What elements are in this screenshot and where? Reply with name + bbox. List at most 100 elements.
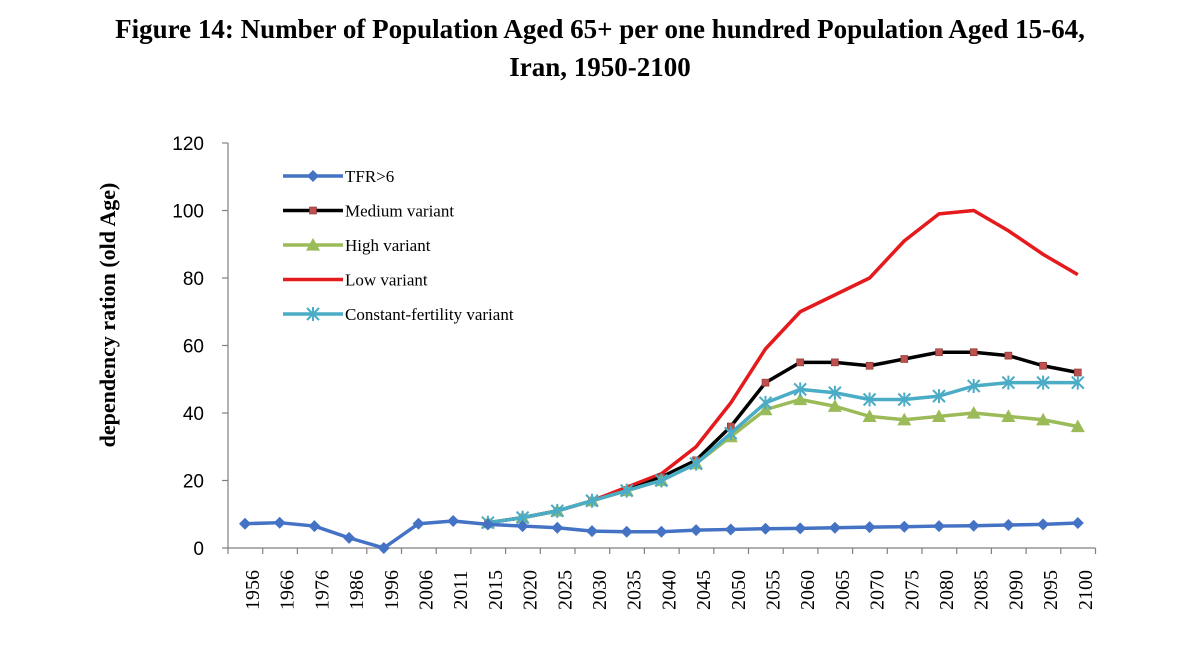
data-point-medium-variant xyxy=(796,358,805,367)
data-point-tfr-6 xyxy=(898,520,911,533)
x-tick-label: 2011 xyxy=(450,570,472,609)
data-point-tfr-6 xyxy=(343,531,356,544)
legend-item-low-variant: Low variant xyxy=(283,271,428,290)
y-tick-label: 40 xyxy=(183,404,204,425)
data-point-constant-fertility-variant xyxy=(654,473,669,488)
data-point-high-variant xyxy=(897,412,912,426)
data-point-medium-variant xyxy=(900,355,909,363)
data-point-tfr-6 xyxy=(724,523,737,536)
data-point-high-variant xyxy=(932,409,946,422)
legend-item-medium-variant: Medium variant xyxy=(283,202,454,221)
legend-label: Constant-fertility variant xyxy=(345,305,514,324)
data-point-constant-fertility-variant xyxy=(862,392,877,407)
x-tick-label: 1956 xyxy=(242,570,264,610)
data-point-constant-fertility-variant xyxy=(966,379,981,393)
x-tick-label: 2095 xyxy=(1040,570,1062,610)
y-tick-label: 0 xyxy=(193,539,204,560)
y-axis-label: dependency ration (old Age) xyxy=(95,183,120,448)
data-point-medium-variant xyxy=(969,348,978,357)
data-point-tfr-6 xyxy=(655,525,668,538)
data-point-medium-variant xyxy=(935,348,943,357)
x-tick-label: 1986 xyxy=(346,570,368,610)
data-point-tfr-6 xyxy=(620,525,633,538)
data-point-constant-fertility-variant xyxy=(1036,375,1050,390)
data-point-tfr-6 xyxy=(1002,519,1015,532)
chart-title: Figure 14: Number of Population Aged 65+… xyxy=(0,10,1200,86)
x-tick-label: 2040 xyxy=(658,570,680,610)
legend-label: TFR>6 xyxy=(345,167,394,186)
legend-label: High variant xyxy=(345,236,431,255)
data-point-tfr-6 xyxy=(1037,518,1050,531)
data-point-medium-variant xyxy=(1074,368,1082,377)
y-tick-label: 60 xyxy=(183,337,204,358)
data-point-high-variant xyxy=(1070,419,1085,433)
data-point-constant-fertility-variant xyxy=(1001,375,1016,390)
x-tick-label: 2065 xyxy=(832,570,854,610)
x-tick-label: 2080 xyxy=(936,570,958,610)
legend: TFR>6 Medium variant High variant Low varia… xyxy=(283,167,514,324)
data-point-tfr-6 xyxy=(551,521,564,534)
y-tick-label: 100 xyxy=(172,202,204,223)
series-constant-fertility-variant xyxy=(481,375,1085,530)
x-tick-label: 2090 xyxy=(1005,570,1027,610)
series-layer xyxy=(239,208,1085,554)
x-tick-label: 1996 xyxy=(381,570,403,610)
legend-swatch-marker xyxy=(309,206,317,215)
x-tick-label: 2060 xyxy=(797,570,819,610)
data-point-high-variant xyxy=(966,406,981,419)
x-tick-label: 2020 xyxy=(520,570,542,610)
data-point-tfr-6 xyxy=(828,521,841,534)
legend-label: Medium variant xyxy=(345,202,454,221)
x-tick-label: 2070 xyxy=(867,570,889,610)
data-point-tfr-6 xyxy=(967,519,980,532)
data-point-high-variant xyxy=(1001,409,1016,422)
data-point-tfr-6 xyxy=(586,525,598,538)
data-point-tfr-6 xyxy=(794,522,807,535)
data-point-tfr-6 xyxy=(308,520,321,533)
data-point-constant-fertility-variant xyxy=(1071,375,1085,390)
x-tick-label: 2075 xyxy=(901,570,923,610)
x-tick-label: 2085 xyxy=(971,570,993,610)
x-tick-label: 2045 xyxy=(693,570,715,610)
data-point-high-variant xyxy=(793,392,808,406)
legend-item-high-variant: High variant xyxy=(283,236,431,255)
data-point-constant-fertility-variant xyxy=(724,426,738,441)
x-tick-label: 2030 xyxy=(589,570,611,610)
x-tick-label: 2035 xyxy=(624,570,646,610)
y-tick-label: 120 xyxy=(172,134,204,155)
x-tick-label: 2050 xyxy=(728,570,750,610)
data-point-tfr-6 xyxy=(1071,517,1084,530)
data-point-constant-fertility-variant xyxy=(793,382,807,397)
data-point-tfr-6 xyxy=(447,515,460,527)
legend-label: Low variant xyxy=(345,271,428,290)
data-point-high-variant xyxy=(1036,412,1051,426)
data-point-medium-variant xyxy=(761,378,770,387)
legend-swatch-marker xyxy=(307,170,319,182)
x-tick-label: 2055 xyxy=(763,570,785,610)
data-point-medium-variant xyxy=(831,358,839,367)
data-point-medium-variant xyxy=(1004,351,1013,360)
data-point-constant-fertility-variant xyxy=(828,385,842,400)
data-point-constant-fertility-variant xyxy=(689,456,703,471)
data-point-constant-fertility-variant xyxy=(619,483,634,498)
data-point-tfr-6 xyxy=(239,517,251,530)
x-tick-label: 2100 xyxy=(1075,570,1097,610)
title-line-1: Figure 14: Number of Population Aged 65+… xyxy=(115,14,1085,44)
data-point-high-variant xyxy=(827,399,842,412)
series-tfr-6 xyxy=(239,515,1084,554)
legend-item-tfr-6: TFR>6 xyxy=(283,167,394,186)
legend-swatch-marker xyxy=(306,307,320,321)
series-line-constant-fertility-variant xyxy=(487,380,1078,525)
title-line-2: Iran, 1950-2100 xyxy=(509,52,691,82)
data-point-medium-variant xyxy=(1039,361,1047,370)
data-point-medium-variant xyxy=(865,361,874,370)
data-point-tfr-6 xyxy=(933,520,945,533)
x-tick-label: 2025 xyxy=(554,570,576,610)
y-tick-label: 20 xyxy=(183,472,204,493)
x-tick-label: 1966 xyxy=(277,570,299,610)
legend-item-constant-fertility-variant: Constant-fertility variant xyxy=(283,305,514,324)
data-point-tfr-6 xyxy=(481,518,494,531)
data-point-tfr-6 xyxy=(690,524,703,537)
series-low-variant xyxy=(487,208,1079,525)
